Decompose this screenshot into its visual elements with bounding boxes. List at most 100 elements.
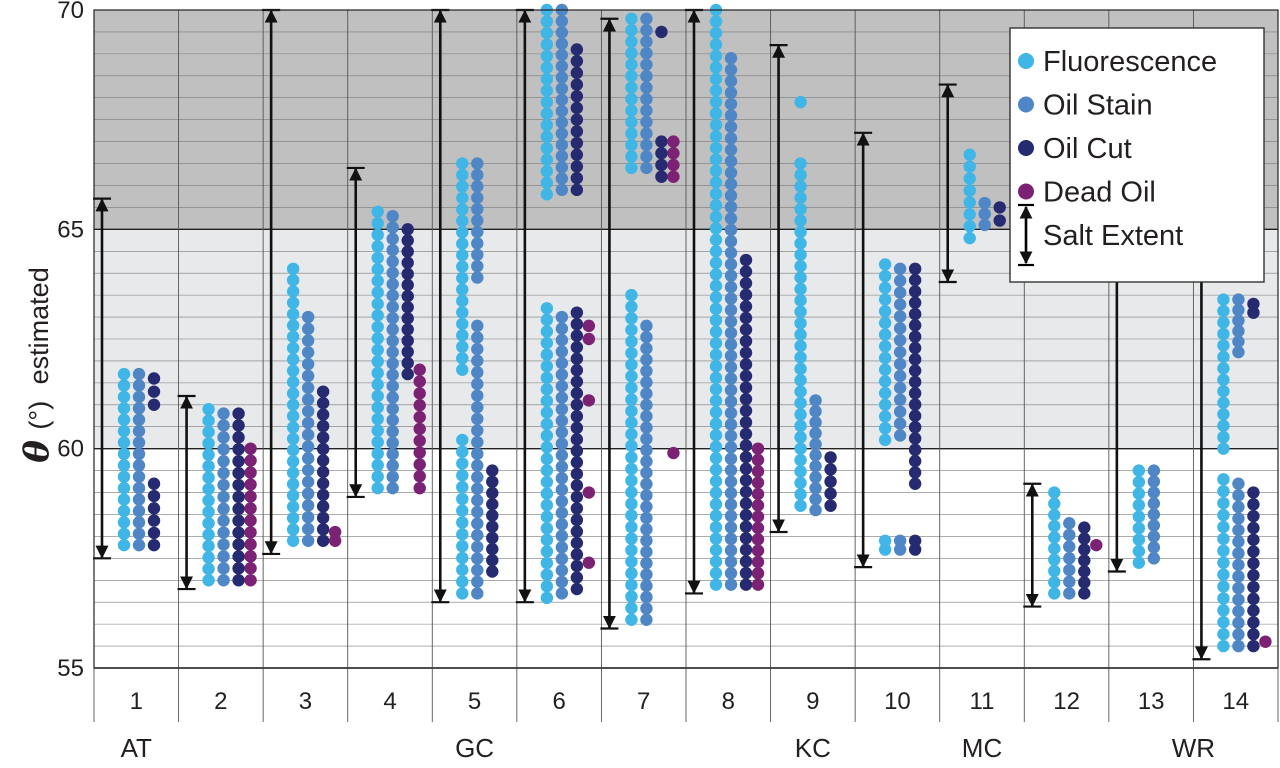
data-point: [471, 366, 484, 379]
data-point: [1232, 535, 1245, 548]
data-point: [794, 294, 807, 307]
data-point: [413, 458, 426, 471]
data-point: [555, 472, 569, 485]
data-point: [908, 375, 922, 389]
data-point: [555, 541, 569, 554]
data-point: [286, 500, 300, 513]
data-point: [301, 322, 315, 336]
data-point: [540, 153, 554, 166]
data-point: [471, 529, 484, 542]
data-point: [625, 439, 638, 453]
data-point: [794, 191, 807, 204]
data-point: [908, 307, 922, 321]
data-point: [655, 147, 668, 160]
data-point: [1217, 639, 1230, 653]
data-point: [371, 481, 384, 495]
data-point: [908, 398, 922, 411]
data-point: [739, 300, 753, 313]
data-point: [625, 428, 638, 441]
data-point: [570, 113, 584, 126]
data-point: [132, 436, 146, 449]
data-point: [1132, 475, 1146, 489]
data-point: [751, 442, 765, 455]
data-point: [824, 475, 837, 488]
data-point: [316, 465, 330, 479]
data-point: [202, 425, 215, 439]
data-point: [582, 332, 596, 346]
data-point: [386, 368, 399, 382]
data-point: [456, 516, 469, 529]
data-point: [751, 544, 765, 557]
data-point: [739, 485, 753, 499]
data-point: [1132, 545, 1146, 558]
data-point: [244, 466, 257, 479]
data-point: [1217, 496, 1230, 510]
data-point: [1048, 531, 1061, 544]
data-point: [555, 48, 569, 62]
data-point: [1247, 297, 1260, 311]
data-point: [147, 538, 161, 552]
data-point: [570, 444, 584, 458]
data-point: [709, 107, 723, 120]
data-point: [794, 237, 807, 250]
data-point: [413, 399, 426, 412]
data-point: [286, 375, 300, 389]
data-point: [1078, 576, 1091, 589]
data-point: [625, 161, 638, 175]
data-point: [1132, 487, 1146, 500]
data-point: [724, 120, 738, 134]
data-point: [794, 374, 807, 387]
data-point: [1247, 616, 1260, 629]
data-point: [117, 538, 131, 552]
data-point: [724, 406, 738, 420]
data-point: [1147, 519, 1161, 532]
data-point: [286, 523, 300, 536]
data-point: [202, 539, 215, 553]
data-point: [555, 26, 569, 39]
data-point: [540, 359, 554, 373]
data-point: [739, 369, 753, 383]
data-point: [724, 212, 738, 225]
data-point: [893, 274, 907, 287]
data-point: [217, 443, 230, 456]
data-point: [709, 26, 723, 40]
data-point: [1232, 303, 1245, 317]
data-point: [570, 467, 584, 481]
data-point: [555, 172, 569, 185]
data-point: [640, 455, 653, 468]
data-point: [1147, 508, 1161, 521]
data-point: [724, 452, 738, 465]
data-point: [286, 534, 300, 547]
data-point: [878, 281, 892, 295]
data-point: [570, 375, 584, 388]
data-point: [709, 279, 723, 293]
data-point: [739, 265, 753, 278]
data-point: [555, 495, 569, 508]
data-point: [878, 421, 892, 435]
data-point: [301, 440, 315, 453]
data-point: [132, 424, 146, 438]
data-point: [117, 379, 131, 392]
data-point: [117, 413, 131, 426]
data-point: [570, 101, 584, 115]
data-point: [893, 322, 907, 335]
data-point: [117, 516, 131, 529]
data-point: [794, 396, 807, 410]
data-point: [709, 543, 723, 557]
data-point: [555, 460, 569, 473]
data-point: [132, 470, 146, 483]
data-point: [878, 328, 892, 341]
data-point: [667, 147, 680, 160]
data-point: [232, 419, 245, 432]
data-point: [1078, 543, 1091, 556]
data-point: [1063, 528, 1076, 542]
data-point: [1217, 442, 1230, 455]
data-point: [963, 220, 976, 233]
data-point: [570, 54, 584, 68]
data-point: [555, 149, 569, 163]
data-point: [1048, 576, 1061, 589]
data-point: [316, 534, 330, 547]
data-point: [878, 316, 892, 330]
data-point: [540, 107, 554, 120]
data-point: [794, 282, 807, 296]
